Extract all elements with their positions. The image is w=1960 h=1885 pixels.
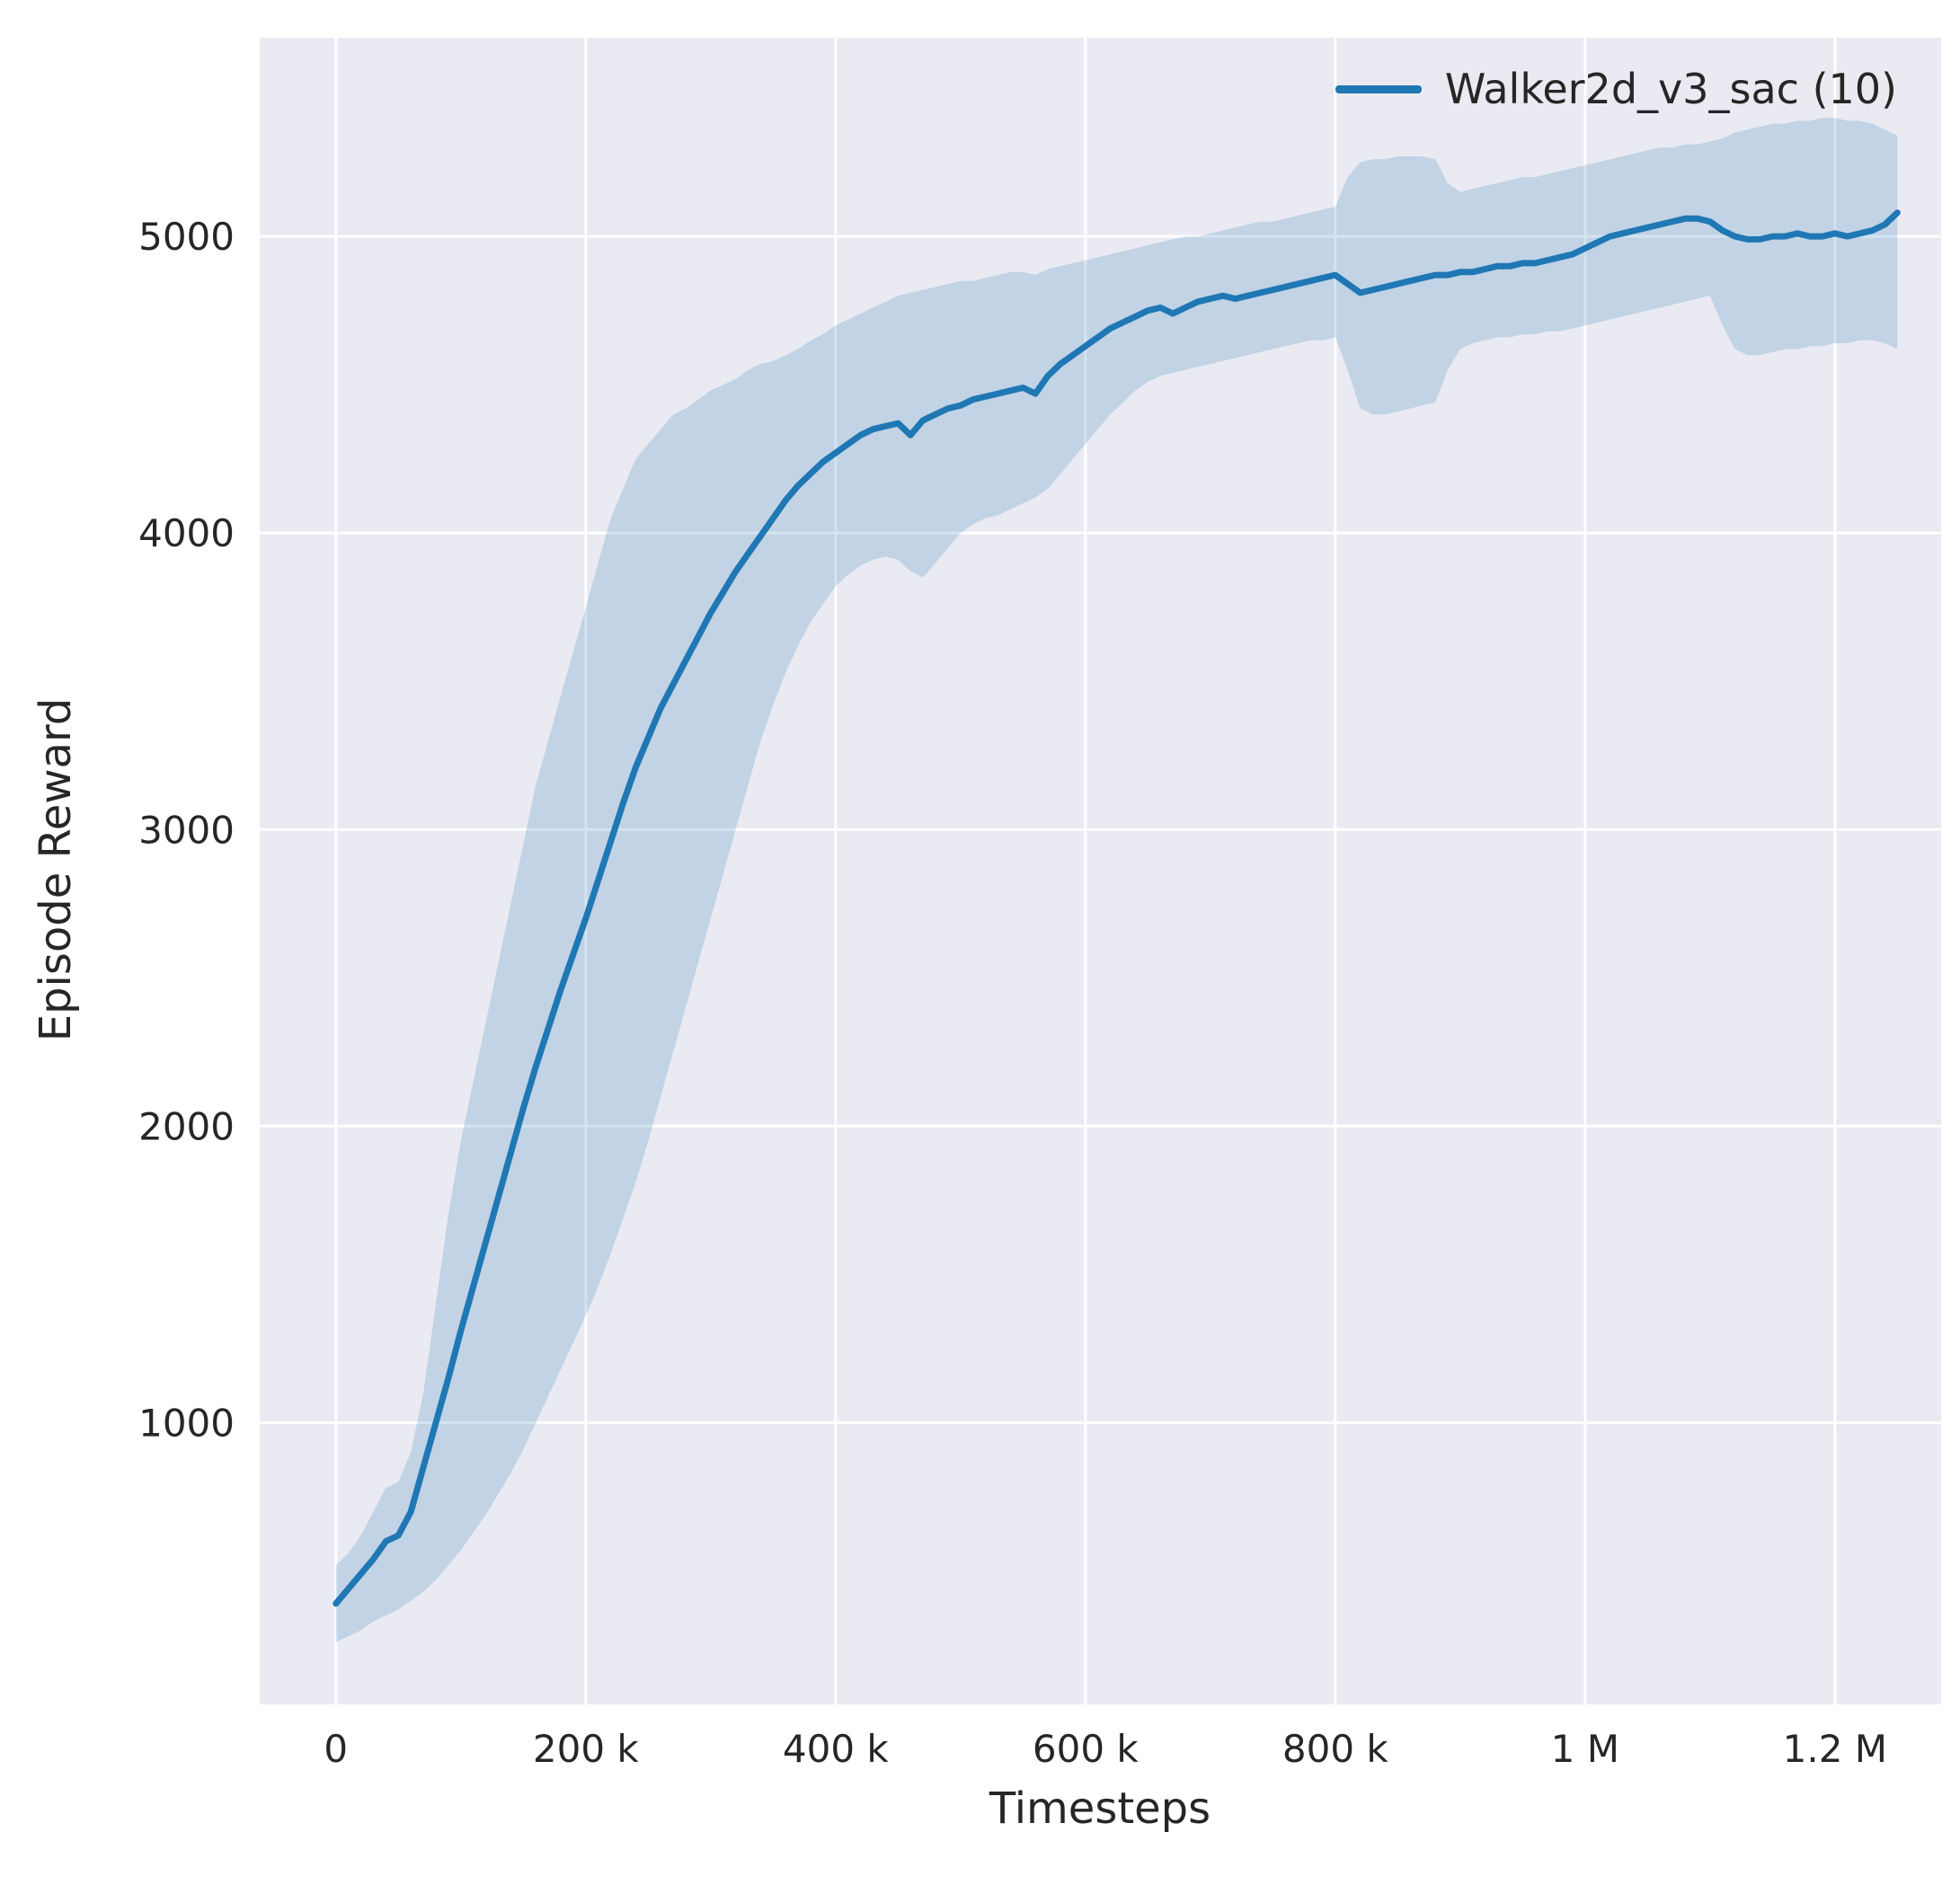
legend: Walker2d_v3_sac (10) — [1335, 65, 1897, 113]
x-tick-label: 600 k — [1033, 1727, 1140, 1771]
legend-line-sample — [1335, 84, 1422, 93]
legend-label: Walker2d_v3_sac (10) — [1444, 65, 1897, 113]
x-tick-label: 1.2 M — [1783, 1727, 1887, 1771]
y-axis-title: Episode Reward — [31, 697, 81, 1042]
y-tick-label: 5000 — [138, 215, 235, 259]
x-tick-label: 800 k — [1282, 1727, 1389, 1771]
y-tick-label: 1000 — [138, 1401, 235, 1445]
x-tick-label: 1 M — [1551, 1727, 1619, 1771]
y-tick-label: 3000 — [138, 808, 235, 852]
y-tick-label: 2000 — [138, 1104, 235, 1148]
x-tick-label: 0 — [324, 1727, 348, 1771]
x-tick-label: 400 k — [783, 1727, 890, 1771]
y-tick-label: 4000 — [138, 511, 235, 555]
x-axis-title: Timesteps — [989, 1783, 1211, 1834]
x-tick-label: 200 k — [533, 1727, 640, 1771]
